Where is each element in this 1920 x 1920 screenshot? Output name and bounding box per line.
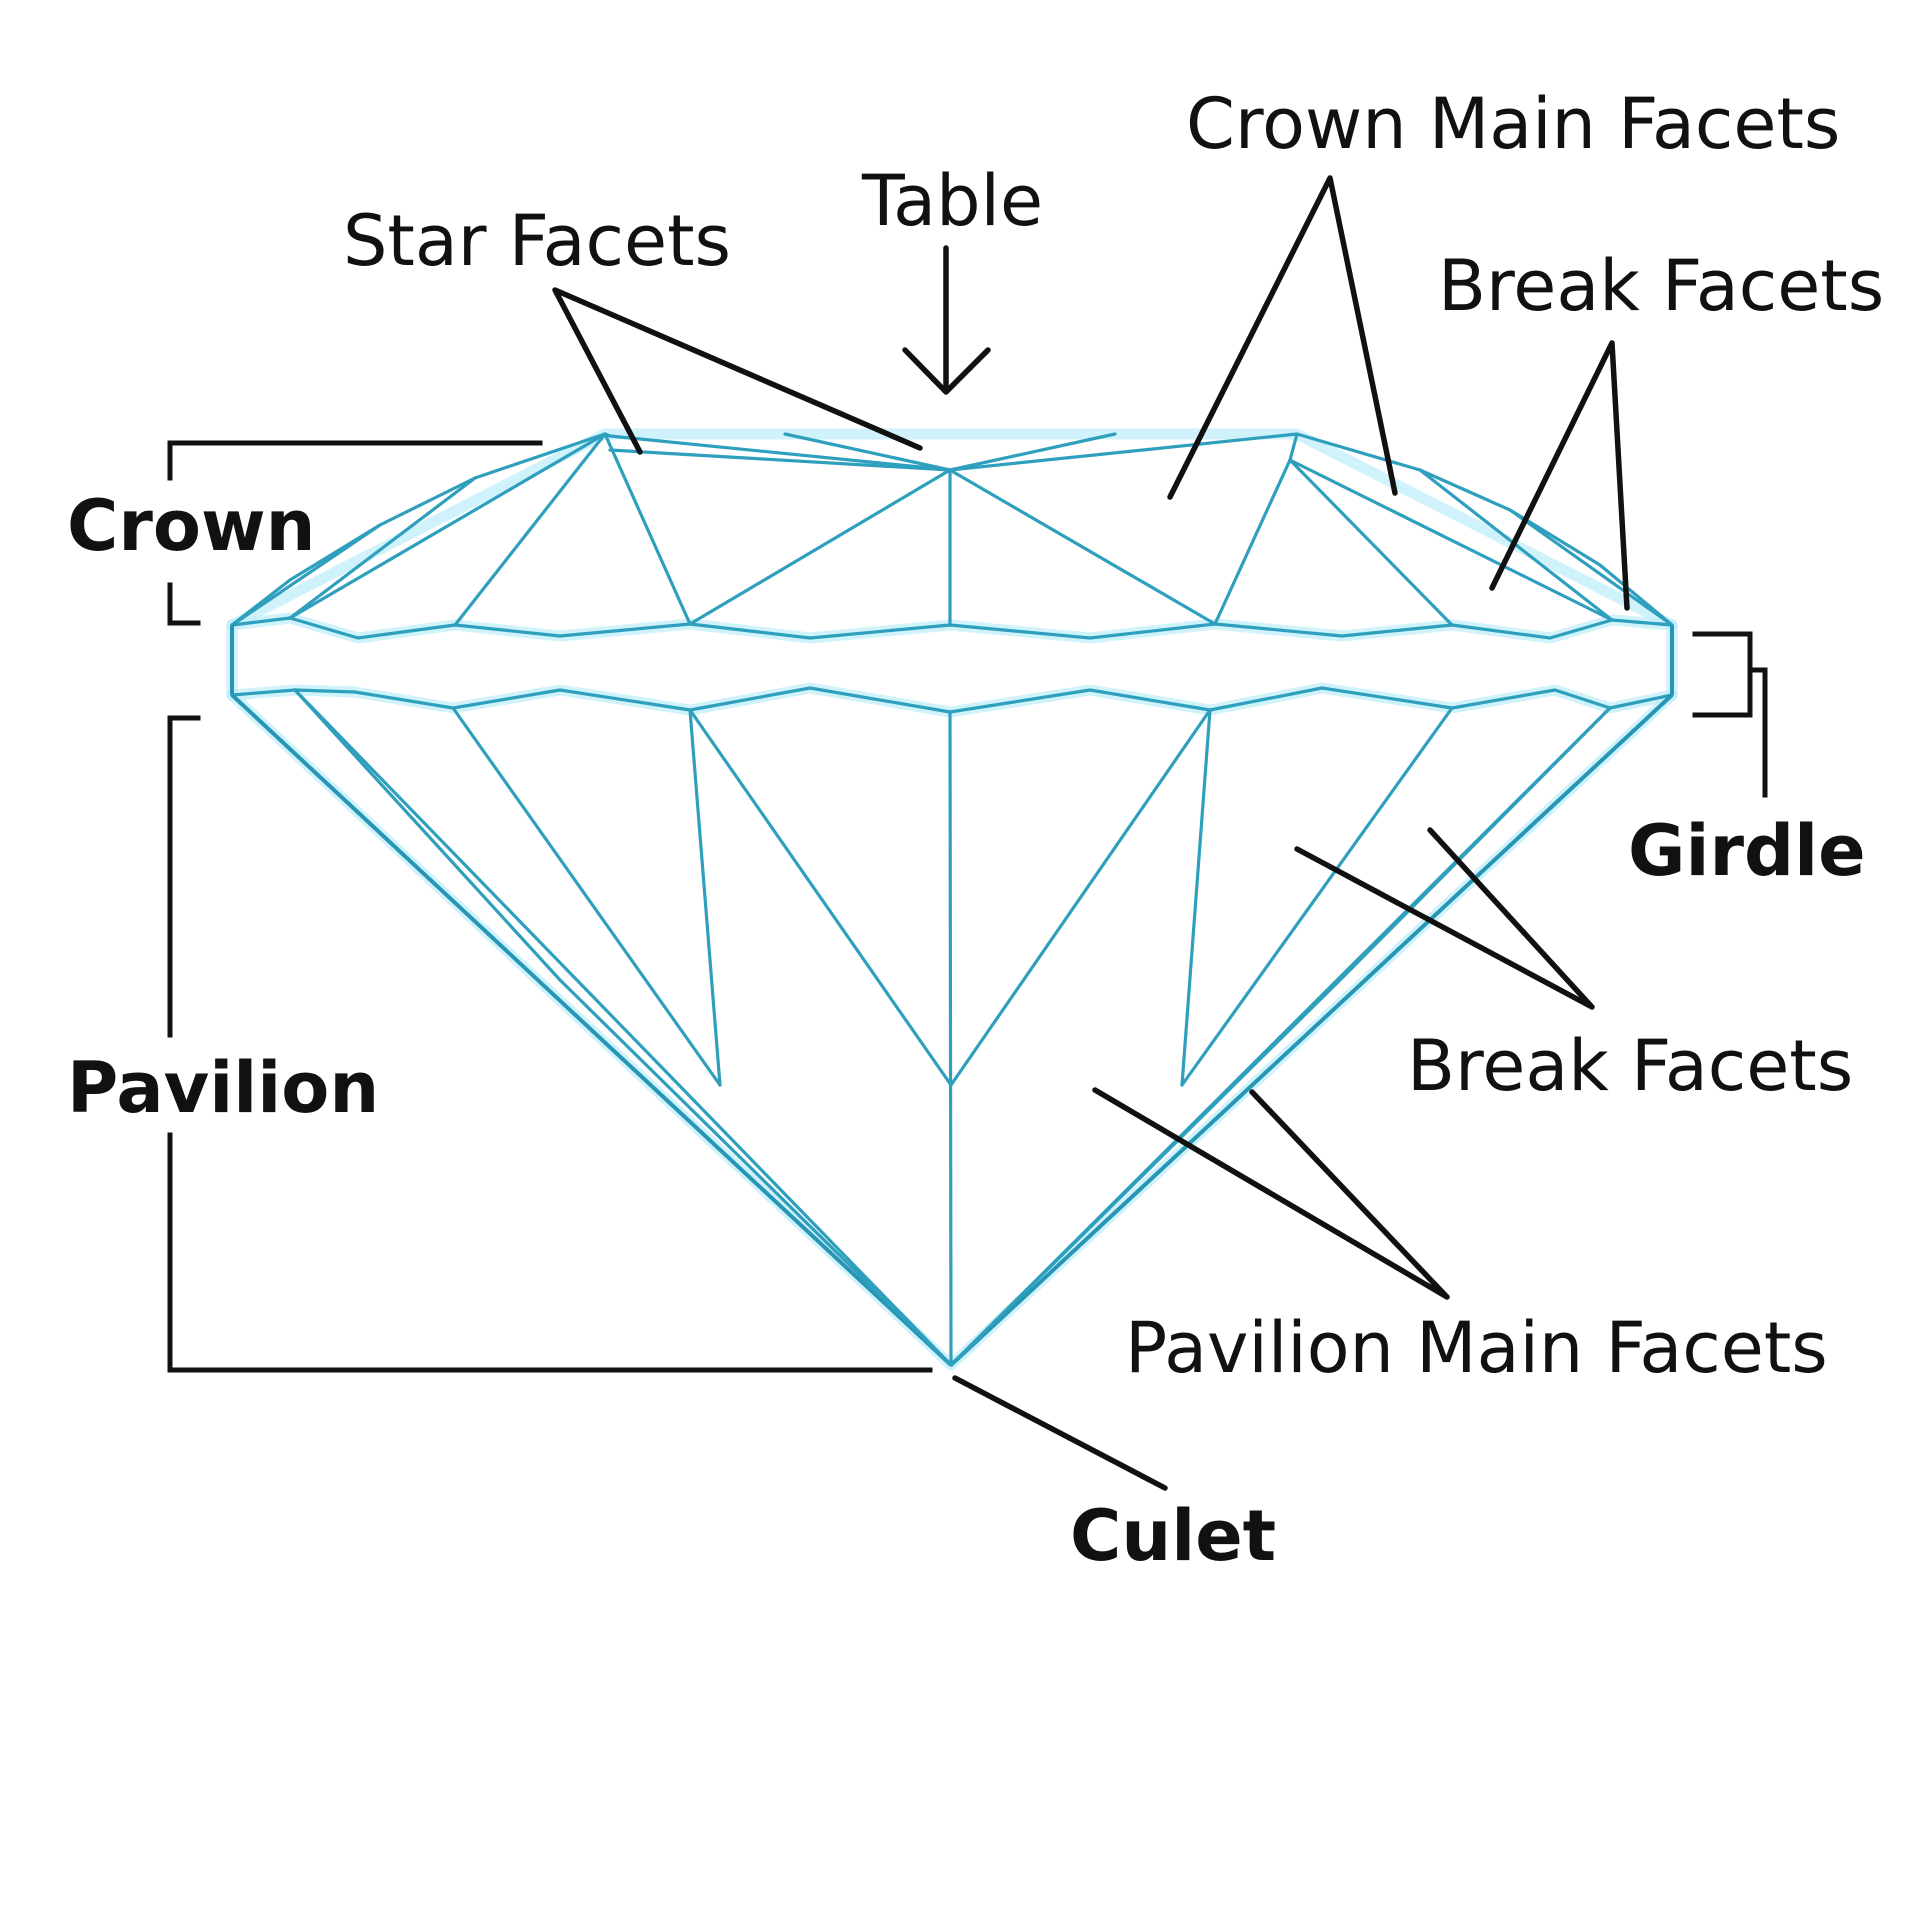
culet-leader: [952, 1375, 1168, 1491]
pavilion-main-facets-leader: [1092, 1087, 1450, 1300]
diamond: [226, 428, 1678, 1371]
annotation-lines: [552, 175, 1630, 1491]
girdle-bracket-stem: [1747, 667, 1768, 798]
crown-bracket-lower: [167, 582, 201, 626]
pavilion-bracket-lower: [167, 1132, 933, 1373]
star-facets-label: Star Facets: [343, 200, 731, 282]
break-facets-pavilion-leader: [1294, 827, 1595, 1010]
pavilion-label: Pavilion: [67, 1047, 379, 1129]
table-label: Table: [861, 160, 1043, 242]
crown-main-facets-leader: [1167, 175, 1398, 500]
pavilion-bracket-upper: [167, 715, 201, 1038]
crown-facets: [230, 432, 1674, 640]
break-facets-crown-leader: [1489, 340, 1630, 611]
star-facets-leader: [552, 287, 923, 455]
crown-main-facets-label: Crown Main Facets: [1186, 83, 1840, 165]
culet-label: Culet: [1070, 1495, 1276, 1577]
break-facets-crown-label: Break Facets: [1438, 245, 1884, 327]
pavilion-main-facets-label: Pavilion Main Facets: [1125, 1307, 1828, 1389]
pavilion-facets: [230, 686, 1674, 1367]
table-arrowhead: [902, 347, 991, 395]
brackets: [167, 440, 1768, 1373]
girdle-bracket: [1692, 631, 1753, 718]
crown-bracket: [167, 440, 543, 481]
crown-label: Crown: [67, 485, 316, 567]
girdle-band: [230, 625, 1674, 695]
break-facets-pavilion-label: Break Facets: [1407, 1025, 1853, 1107]
girdle-label: Girdle: [1628, 810, 1866, 892]
labels: Star Facets Table Crown Main Facets Brea…: [67, 83, 1884, 1577]
